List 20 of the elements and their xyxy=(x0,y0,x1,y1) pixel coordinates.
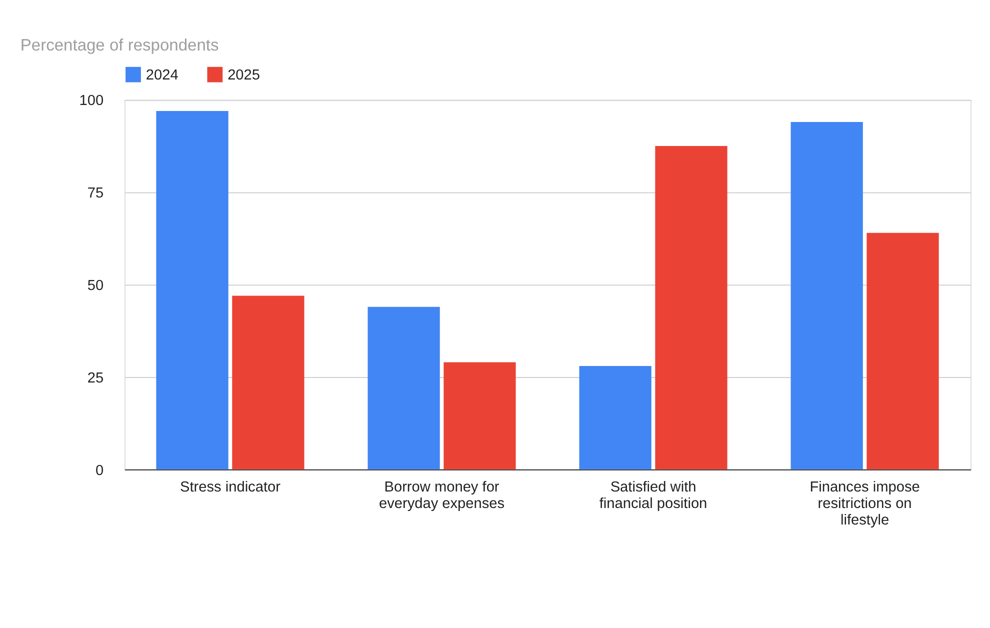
y-tick-label: 100 xyxy=(79,93,104,110)
bar xyxy=(156,110,228,470)
x-tick-label: Borrow money for everyday expenses xyxy=(378,479,505,512)
bar xyxy=(368,306,440,470)
y-tick-label: 0 xyxy=(95,462,104,479)
bar xyxy=(866,232,939,470)
bar xyxy=(444,362,516,470)
x-tick-label: Satisfied with financial position xyxy=(599,479,708,512)
x-tick-label: Finances impose resitrictions on lifestyle xyxy=(810,479,920,528)
y-tick-label: 25 xyxy=(87,370,104,386)
chart-title: Percentage of respondents xyxy=(20,35,219,54)
bar xyxy=(655,146,728,470)
y-tick-label: 50 xyxy=(87,278,104,294)
x-tick-label: Stress indicator xyxy=(180,479,281,496)
legend-label: 2024 xyxy=(146,67,178,84)
bar xyxy=(790,122,863,470)
bar xyxy=(232,296,304,470)
bar xyxy=(579,366,652,470)
legend-label: 2025 xyxy=(228,67,260,84)
y-tick-label: 75 xyxy=(87,186,104,202)
